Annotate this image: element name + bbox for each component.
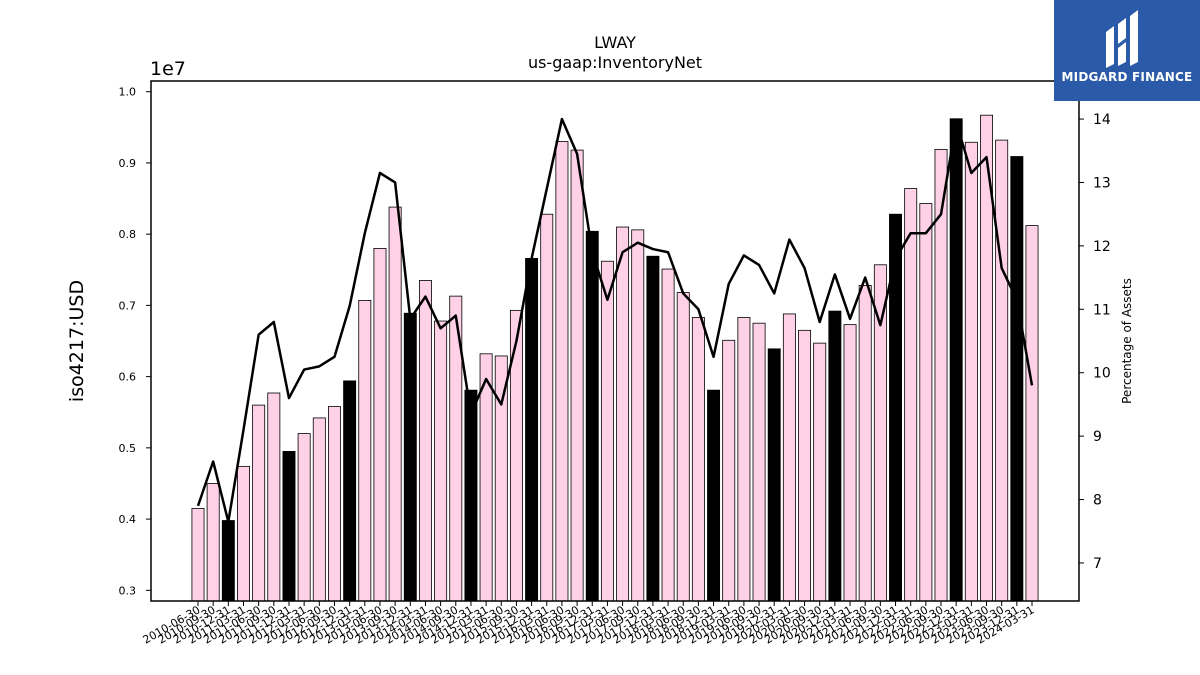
bar-43 (843, 324, 857, 602)
left-axis-label: iso4217:USD (66, 280, 88, 402)
bar-13 (388, 206, 402, 602)
left-tick-label-7: 1.0 (119, 86, 137, 99)
left-tick-label-4: 0.7 (119, 299, 137, 312)
bar-35 (722, 339, 736, 602)
bar-26 (585, 230, 599, 602)
bar-50 (949, 118, 963, 602)
right-tick-label-3: 10 (1093, 366, 1111, 382)
right-tick-label-5: 12 (1093, 239, 1111, 255)
left-scale-label: 1e7 (150, 58, 186, 80)
bar-38 (767, 348, 781, 602)
left-tick-label-6: 0.9 (119, 157, 137, 170)
logo-text: MIDGARD FINANCE (1061, 70, 1193, 84)
percentage-line (196, 117, 1034, 523)
bar-8 (312, 417, 326, 602)
bar-23 (540, 213, 554, 602)
chart-title: LWAY (594, 33, 636, 52)
right-tick-label-6: 13 (1093, 175, 1111, 191)
bar-9 (328, 406, 341, 602)
bar-18 (464, 389, 478, 602)
bar-10 (343, 380, 357, 602)
right-axis-label: Percentage of Assets (1120, 278, 1134, 404)
left-tick-label-0: 0.3 (119, 584, 137, 597)
bar-15 (418, 280, 432, 602)
bar-11 (358, 299, 372, 602)
right-tick-label-2: 9 (1093, 429, 1102, 445)
bar-24 (555, 141, 569, 602)
right-tick-label-4: 11 (1093, 302, 1111, 318)
bar-41 (813, 342, 827, 602)
right-tick-label-0: 7 (1093, 556, 1102, 572)
bar-12 (373, 247, 387, 602)
bar-28 (616, 226, 630, 602)
bar-47 (904, 188, 918, 602)
right-tick-label-7: 14 (1093, 112, 1111, 128)
midgard-logo-icon (1106, 10, 1138, 68)
left-tick-label-1: 0.4 (119, 513, 137, 526)
bar-3 (237, 465, 250, 602)
bar-33 (691, 317, 705, 602)
right-tick-label-1: 8 (1093, 493, 1102, 509)
bar-34 (707, 389, 721, 602)
bar-39 (782, 313, 796, 602)
bar-2 (221, 520, 235, 602)
bar-1 (206, 483, 220, 602)
bar-22 (525, 257, 539, 602)
bar-0 (191, 507, 205, 602)
bar-30 (646, 255, 660, 602)
left-tick-label-5: 0.8 (119, 228, 137, 241)
bar-20 (494, 355, 508, 602)
bars-layer (191, 114, 1039, 602)
bar-29 (631, 229, 645, 602)
bar-44 (858, 285, 872, 602)
bar-16 (434, 320, 448, 602)
bar-5 (267, 392, 281, 602)
logo: MIDGARD FINANCE (1054, 0, 1200, 101)
bar-54 (1010, 156, 1024, 602)
chart-subtitle: us-gaap:InventoryNet (528, 53, 702, 72)
bar-7 (297, 433, 311, 602)
bar-36 (737, 317, 751, 602)
bar-6 (282, 451, 296, 602)
bar-42 (828, 310, 842, 602)
bar-32 (676, 292, 690, 602)
bar-51 (964, 141, 978, 602)
bar-55 (1025, 225, 1039, 602)
bar-40 (798, 329, 812, 602)
left-tick-label-3: 0.6 (119, 371, 137, 384)
plot-frame (150, 80, 1080, 602)
bar-31 (661, 268, 675, 602)
line-layer (196, 117, 1034, 523)
bar-49 (934, 148, 948, 602)
left-tick-label-2: 0.5 (119, 442, 137, 455)
bar-4 (252, 404, 266, 602)
bar-37 (752, 322, 766, 602)
axes-layer: 0.30.40.50.60.70.80.91.07891011121314201… (119, 80, 1111, 647)
bar-14 (403, 312, 417, 602)
bar-53 (995, 139, 1009, 602)
bar-48 (919, 203, 933, 602)
bar-25 (570, 149, 584, 602)
bar-27 (600, 260, 614, 602)
